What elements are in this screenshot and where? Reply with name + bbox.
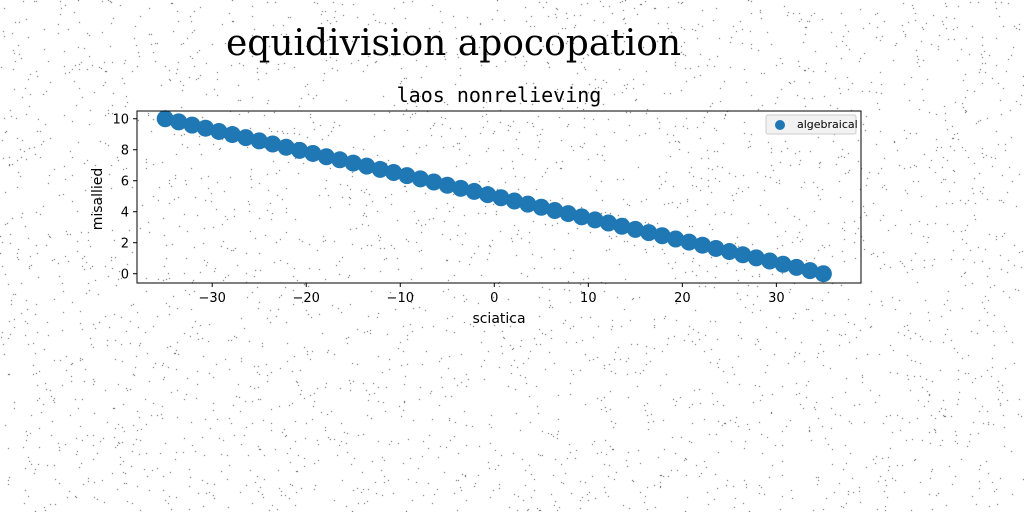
data-point xyxy=(505,192,523,210)
data-point xyxy=(304,144,322,162)
data-point xyxy=(197,119,215,137)
legend-marker xyxy=(775,120,785,130)
data-point xyxy=(223,126,241,144)
data-point xyxy=(317,148,335,166)
x-tick-label: −10 xyxy=(387,291,414,306)
x-tick-label: 20 xyxy=(674,291,691,306)
data-point xyxy=(519,195,537,213)
data-point xyxy=(774,255,792,273)
y-axis: 0 2 4 6 8 10 xyxy=(112,113,137,283)
data-point xyxy=(398,167,416,185)
chart-title: laos nonrelieving xyxy=(396,83,602,107)
y-tick-label: 10 xyxy=(112,113,129,128)
y-tick-label: 4 xyxy=(121,206,129,221)
plot-frame xyxy=(136,110,862,284)
data-point xyxy=(237,129,255,147)
x-tick-label: −20 xyxy=(293,291,320,306)
data-point xyxy=(734,246,752,264)
legend-label: algebraical xyxy=(797,118,858,131)
figure-suptitle: equidivision apocopation xyxy=(226,23,682,64)
legend-box xyxy=(765,114,857,135)
data-point xyxy=(344,154,362,172)
x-axis-label: sciatica xyxy=(472,311,525,327)
data-point xyxy=(438,176,456,194)
data-point xyxy=(210,122,228,140)
data-point xyxy=(693,236,711,254)
x-tick-label: −30 xyxy=(199,291,226,306)
data-point xyxy=(170,113,188,131)
data-point xyxy=(814,265,832,283)
y-tick-label: 8 xyxy=(121,144,129,159)
data-point xyxy=(385,164,403,182)
data-point xyxy=(573,208,591,226)
data-point xyxy=(492,189,510,207)
x-tick-label: 0 xyxy=(490,291,498,306)
data-point xyxy=(264,135,282,153)
data-point xyxy=(250,132,268,150)
data-point xyxy=(559,205,577,223)
data-point xyxy=(613,217,631,235)
data-point xyxy=(425,173,443,191)
data-point xyxy=(720,243,738,261)
data-point xyxy=(277,138,295,156)
data-point xyxy=(358,157,376,175)
y-axis-label: misallied xyxy=(90,168,106,231)
data-point xyxy=(747,249,765,267)
data-point xyxy=(586,211,604,229)
y-tick-label: 6 xyxy=(121,175,129,190)
data-point xyxy=(411,170,429,188)
data-points xyxy=(156,110,832,283)
x-tick-label: 30 xyxy=(768,291,785,306)
x-tick-label: 10 xyxy=(580,291,597,306)
data-point xyxy=(801,262,819,280)
x-axis: −30 −20 −10 0 10 20 30 xyxy=(199,283,785,306)
data-point xyxy=(653,227,671,245)
legend: algebraical xyxy=(765,114,858,135)
data-point xyxy=(761,252,779,270)
data-point xyxy=(546,201,564,219)
y-tick-label: 2 xyxy=(121,237,129,252)
data-point xyxy=(680,233,698,251)
data-point xyxy=(599,214,617,232)
data-point xyxy=(291,141,309,159)
data-point xyxy=(479,186,497,204)
data-point xyxy=(532,198,550,216)
data-point xyxy=(371,160,389,178)
data-point xyxy=(452,179,470,197)
data-point xyxy=(156,110,174,128)
data-point xyxy=(707,239,725,257)
data-point xyxy=(640,224,658,242)
data-point xyxy=(787,258,805,276)
data-point xyxy=(183,116,201,134)
data-point xyxy=(626,220,644,238)
data-point xyxy=(667,230,685,248)
y-tick-label: 0 xyxy=(121,268,129,283)
data-point xyxy=(331,151,349,169)
data-point xyxy=(465,182,483,200)
